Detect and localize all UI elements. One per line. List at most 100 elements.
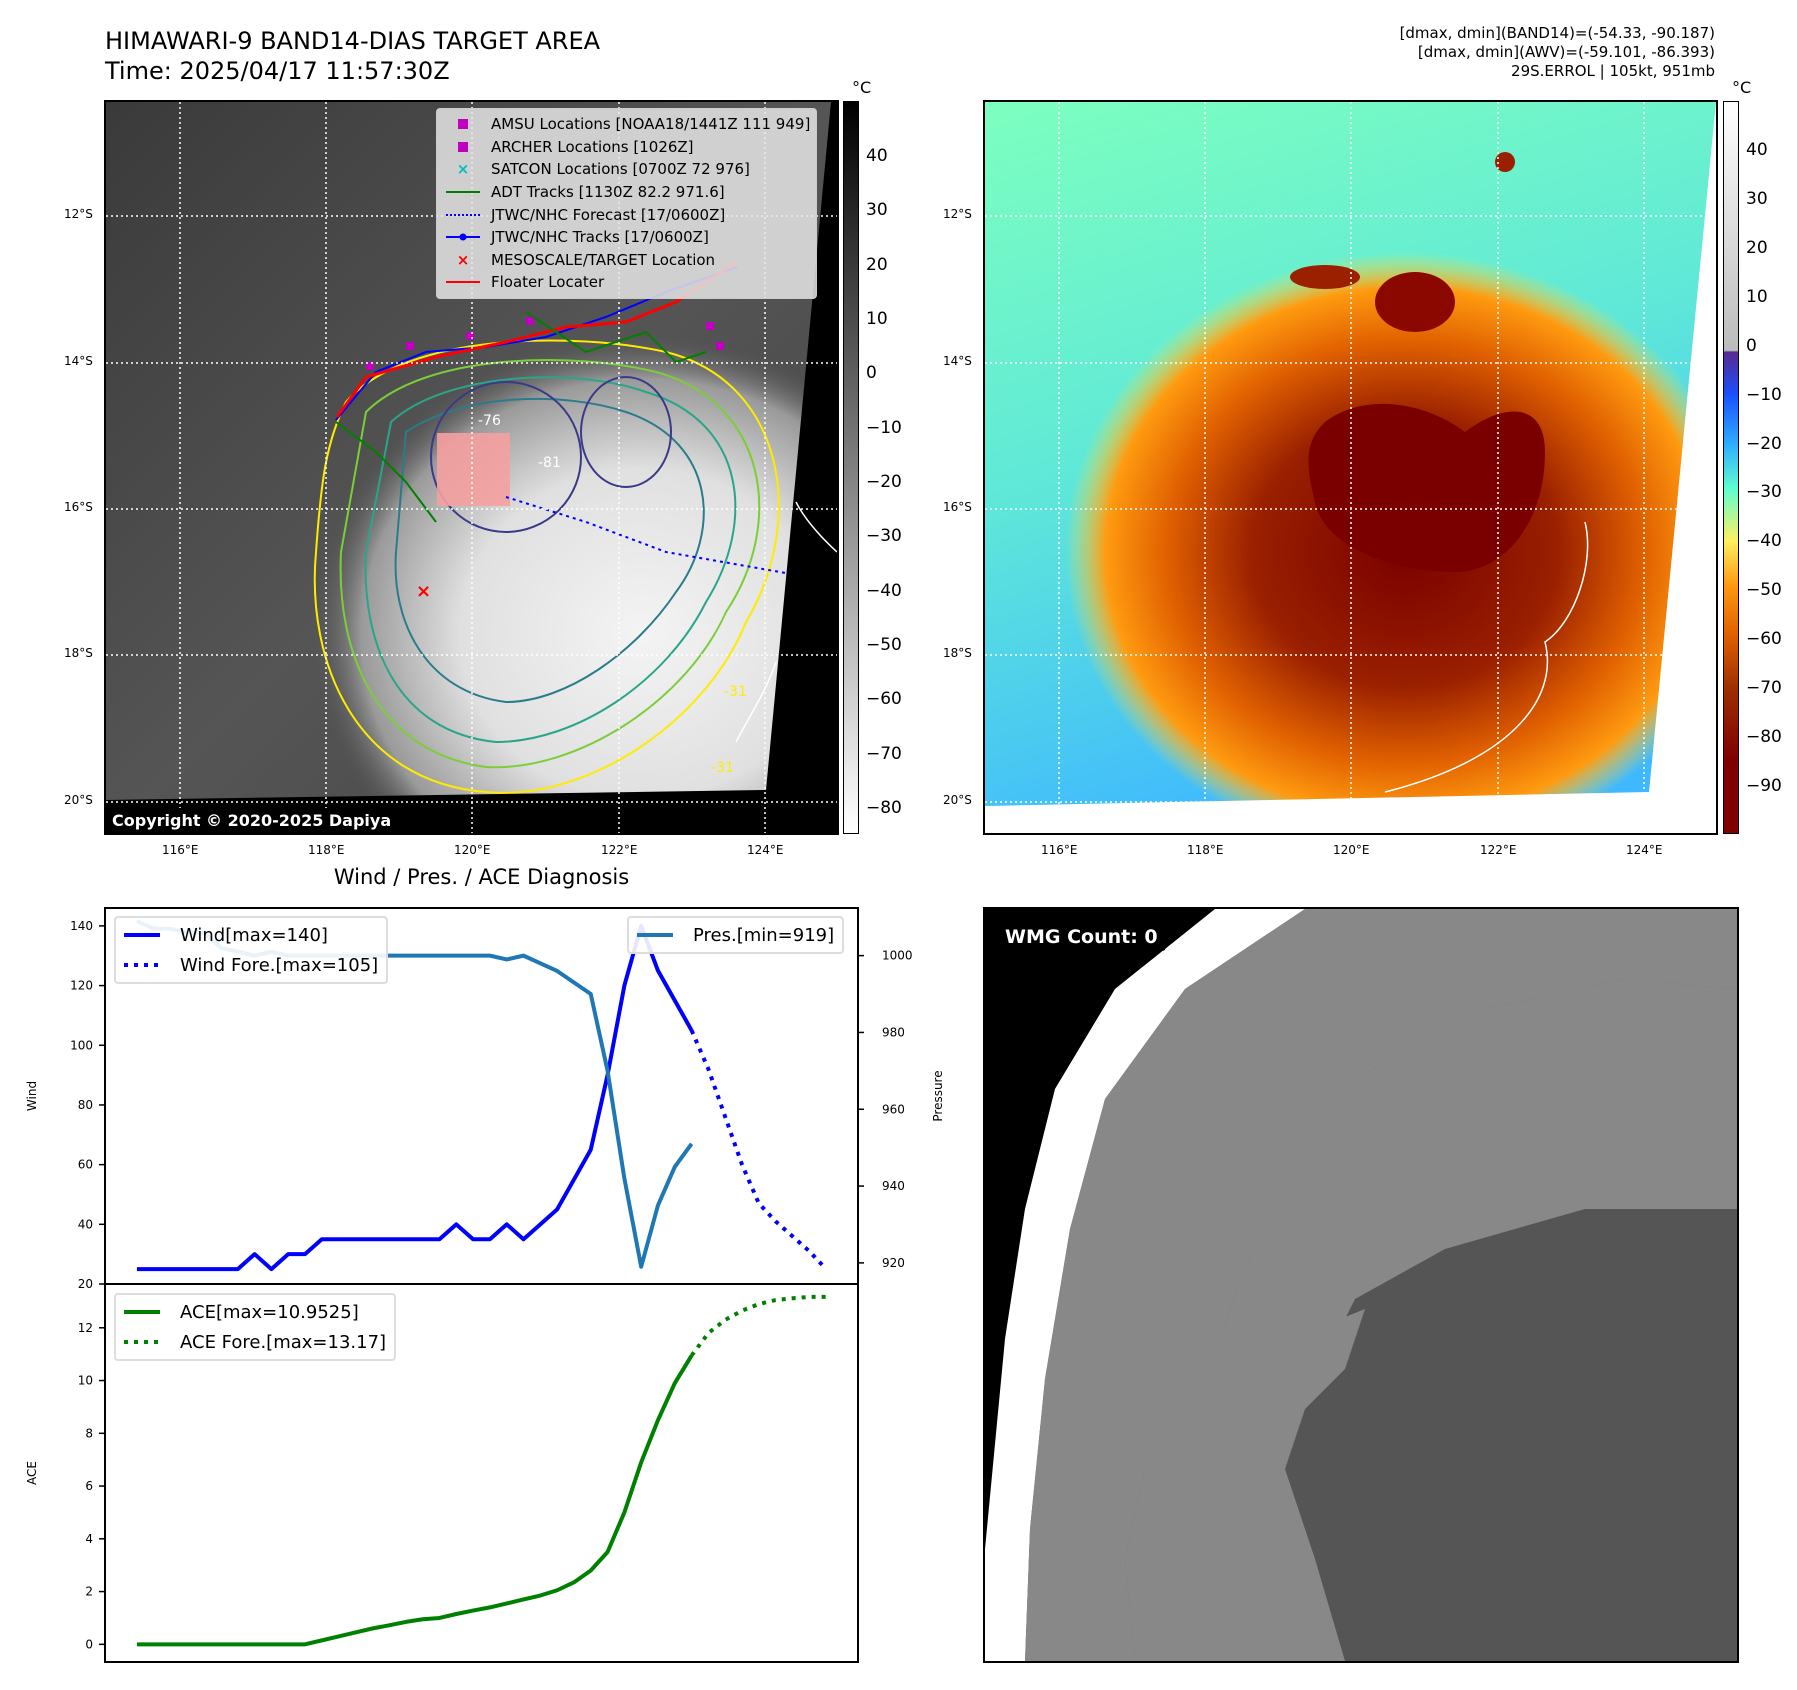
colorbar-tick-label: −80 [1746,727,1782,748]
series-line-wind-fore- [689,1029,828,1271]
y-tick-label: 4 [85,1532,93,1546]
square-marker-icon [443,141,483,152]
colorbar-tick-label: 10 [866,308,888,329]
square-marker-icon [443,119,483,130]
lon-label: 118°E [1187,843,1224,857]
colorbar-tick-label: −60 [1746,629,1782,650]
x-marker-icon: × [456,250,470,269]
lat-label: 14°S [943,354,972,368]
legend-label: ADT Tracks [1130Z 82.2 971.6] [491,183,725,202]
contour-label: -31 [724,684,747,700]
copyright-label: Copyright © 2020-2025 Dapiya [106,808,398,833]
legend-label: Wind[max=140] [180,924,328,946]
y-tick-label: 20 [78,1277,93,1291]
y-tick-label: 40 [78,1217,93,1231]
colorbar-left [843,101,859,834]
svg-text:×: × [416,581,431,602]
line-icon [443,281,483,284]
colorized-ir-image [985,102,1716,833]
dotted-line-icon [124,1340,160,1344]
y-tick-label: 2 [85,1585,93,1599]
title-line-2: Time: 2025/04/17 11:57:30Z [105,57,450,85]
colorbar-tick-label: −90 [1746,776,1782,797]
y-right-tick-label: 940 [882,1179,905,1193]
figure-info: [dmax, dmin](BAND14)=(-54.33, -90.187) [… [1400,24,1715,81]
pressure-legend: Pres.[min=919] [627,916,845,954]
colorbar-tick-label: 30 [1746,188,1768,209]
legend-item-ace: ACE[max=10.9525] [124,1297,386,1327]
y-tick-label: 8 [85,1426,93,1440]
contour-label: -81 [538,455,561,471]
lat-label: 12°S [64,207,93,221]
colorbar-tick-label: 40 [1746,139,1768,160]
colorbar-tick-label: −60 [866,689,902,710]
colorbar-tick-label: −70 [866,743,902,764]
colorbar-tick-label: 0 [1746,335,1757,356]
y-right-axis-label: Pressure [931,1070,945,1121]
diagnosis-chart: 20406080100120140Wind9209409609801000Pre… [25,907,945,1663]
lat-label: 18°S [943,646,972,660]
colorbar-tick-label: −80 [866,798,902,818]
legend-item-floater: Floater Locater [443,271,810,294]
legend-label: ARCHER Locations [1026Z] [491,137,694,156]
legend-item-jtwc-forecast: JTWC/NHC Forecast [17/0600Z] [443,203,810,226]
lat-label: 18°S [64,646,93,660]
legend-item-jtwc-tracks: JTWC/NHC Tracks [17/0600Z] [443,226,810,249]
legend-label: SATCON Locations [0700Z 72 976] [491,160,750,179]
lon-label: 116°E [1041,843,1078,857]
info-band14: [dmax, dmin](BAND14)=(-54.33, -90.187) [1399,24,1715,42]
lon-label: 124°E [1626,843,1663,857]
line-icon [637,933,673,937]
colorbar-tick-label: −30 [1746,482,1782,503]
colorbar-tick-label: 20 [1746,237,1768,258]
wind-legend: Wind[max=140] Wind Fore.[max=105] [114,916,389,984]
colorbar-left-unit: °C [852,78,872,97]
legend-label: ACE Fore.[max=13.17] [180,1331,387,1353]
y-tick-label: 60 [78,1158,93,1172]
x-marker-icon: × [456,160,470,179]
ir-map-right [983,100,1718,835]
title-line-1: HIMAWARI-9 BAND14-DIAS TARGET AREA [105,27,601,55]
legend-label: MESOSCALE/TARGET Location [491,250,716,269]
info-awv: [dmax, dmin](AWV)=(-59.101, -86.393) [1417,43,1715,61]
y-tick-label: 80 [78,1098,93,1112]
contour-label: -76 [478,413,501,429]
wmg-count-label: WMG Count: 0 [997,923,1166,951]
wmg-panel: WMG Count: 0 [983,907,1739,1663]
legend-label: AMSU Locations [NOAA18/1441Z 111 949] [491,115,811,134]
map-legend: AMSU Locations [NOAA18/1441Z 111 949] AR… [436,108,818,299]
colorbar-tick-label: −10 [866,417,902,438]
lon-label: 116°E [162,843,199,857]
colorbar-tick-label: −40 [1746,531,1782,552]
lat-label: 14°S [64,354,93,368]
lat-label: 20°S [943,793,972,807]
lon-label: 124°E [747,843,784,857]
colorbar-tick-label: −50 [866,634,902,655]
colorbar-tick-label: 40 [866,145,888,166]
legend-label: JTWC/NHC Forecast [17/0600Z] [491,205,726,224]
colorbar-right-unit: °C [1732,78,1752,97]
lon-label: 120°E [454,843,491,857]
colorbar-tick-label: −20 [1746,433,1782,454]
lon-label: 122°E [601,843,638,857]
series-line-ace-fore- [690,1294,827,1357]
legend-label: Floater Locater [491,273,605,292]
colorbar-right [1723,101,1739,834]
legend-item-adt: ADT Tracks [1130Z 82.2 971.6] [443,181,810,204]
y-tick-label: 6 [85,1479,93,1493]
line-icon [124,1310,160,1314]
wmg-image [985,909,1737,1661]
series-line-ace [136,1354,694,1647]
line-icon [124,933,160,937]
colorbar-tick-label: 10 [1746,286,1768,307]
colorbar-tick-label: 30 [866,200,888,221]
legend-item-archer: ARCHER Locations [1026Z] [443,136,810,159]
info-storm: 29S.ERROL | 105kt, 951mb [1511,62,1715,80]
contour-label: -31 [711,760,734,776]
legend-item-amsu: AMSU Locations [NOAA18/1441Z 111 949] [443,113,810,136]
legend-item-satcon: × SATCON Locations [0700Z 72 976] [443,158,810,181]
colorbar-tick-label: −70 [1746,678,1782,699]
y-tick-label: 140 [70,919,93,933]
dotted-line-icon [443,213,483,216]
ir-map-left: × -76 -81 -31 -31 Copyright © 2020-2025 … [104,100,839,835]
